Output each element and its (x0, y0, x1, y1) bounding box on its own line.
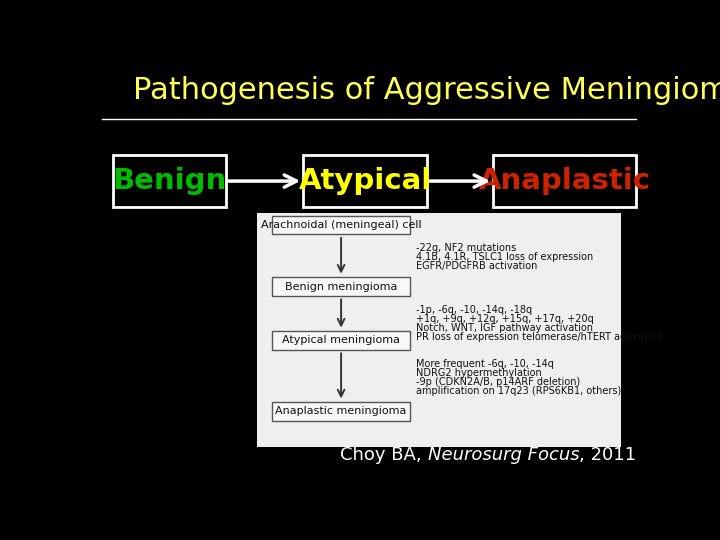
Text: , 2011: , 2011 (580, 446, 636, 464)
Text: Choy BA,: Choy BA, (341, 446, 428, 464)
Text: Atypical: Atypical (298, 167, 432, 195)
Text: PR loss of expression telomerase/hTERT activation: PR loss of expression telomerase/hTERT a… (415, 332, 662, 342)
Text: -1p, -6q, -10, -14q, -18q: -1p, -6q, -10, -14q, -18q (415, 305, 531, 315)
Text: More frequent -6q, -10, -14q: More frequent -6q, -10, -14q (415, 359, 554, 369)
Text: Benign: Benign (112, 167, 227, 195)
Text: Arachnoidal (meningeal) cell: Arachnoidal (meningeal) cell (261, 220, 421, 230)
Text: EGFR/PDGFRB activation: EGFR/PDGFRB activation (415, 261, 537, 271)
Bar (113, 155, 225, 207)
Bar (256, 213, 621, 448)
Text: Atypical meningioma: Atypical meningioma (282, 335, 400, 346)
Bar (303, 155, 427, 207)
Text: Pathogenesis of Aggressive Meningioma: Pathogenesis of Aggressive Meningioma (132, 76, 720, 105)
Text: Neurosurg Focus: Neurosurg Focus (428, 446, 580, 464)
Text: Anaplastic meningioma: Anaplastic meningioma (276, 406, 407, 416)
Text: +1q, +9q, +12q, +15q, +17q, +20q: +1q, +9q, +12q, +15q, +17q, +20q (415, 314, 593, 324)
Text: Benign meningioma: Benign meningioma (285, 281, 397, 292)
Text: NDRG2 hypermethylation: NDRG2 hypermethylation (415, 368, 541, 378)
Bar (272, 402, 410, 421)
Bar (272, 215, 410, 234)
Bar (272, 331, 410, 350)
Text: 4.1B, 4.1R, TSLC1 loss of expression: 4.1B, 4.1R, TSLC1 loss of expression (415, 252, 593, 262)
Text: -9p (CDKN2A/B, p14ARF deletion): -9p (CDKN2A/B, p14ARF deletion) (415, 377, 580, 387)
Text: Anaplastic: Anaplastic (479, 167, 651, 195)
Bar (272, 278, 410, 296)
Text: Notch, WNT, IGF pathway activation: Notch, WNT, IGF pathway activation (415, 323, 593, 333)
Bar (493, 155, 636, 207)
Text: -22q, NF2 mutations: -22q, NF2 mutations (415, 244, 516, 253)
Text: amplification on 17q23 (RPS6KB1, others): amplification on 17q23 (RPS6KB1, others) (415, 386, 621, 395)
